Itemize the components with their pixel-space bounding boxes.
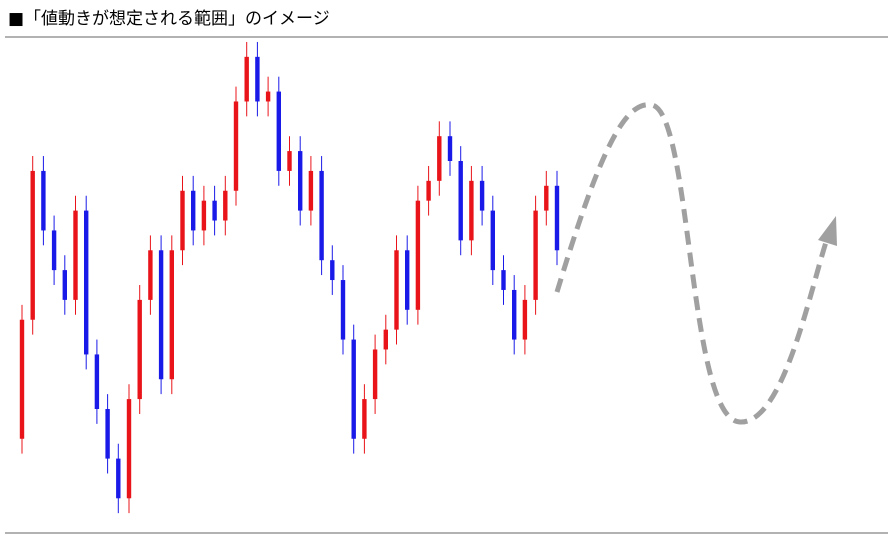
arrow-head bbox=[818, 216, 837, 246]
candle-body bbox=[62, 270, 67, 300]
candle-body bbox=[426, 180, 431, 201]
candle-body bbox=[94, 354, 100, 409]
candle-body bbox=[19, 319, 25, 439]
candle-body bbox=[137, 299, 142, 400]
candle-body bbox=[212, 200, 217, 221]
candle-body bbox=[501, 270, 506, 290]
candle-body bbox=[41, 170, 46, 231]
candle-body bbox=[394, 250, 399, 330]
candle-body bbox=[469, 180, 474, 241]
candle-body bbox=[84, 210, 89, 355]
candle-body bbox=[351, 339, 356, 439]
candle-body bbox=[180, 190, 185, 251]
candle-body bbox=[255, 56, 260, 102]
candle-body bbox=[383, 329, 388, 350]
candle-body bbox=[544, 185, 549, 211]
candle-body bbox=[148, 250, 153, 300]
candle-body bbox=[458, 161, 463, 241]
candle-body bbox=[447, 136, 453, 161]
candle-body bbox=[308, 170, 314, 211]
candle-body bbox=[340, 280, 346, 340]
candle-body bbox=[244, 56, 249, 102]
candle-body bbox=[298, 151, 303, 211]
candle-body bbox=[30, 170, 35, 320]
candle-body bbox=[233, 101, 239, 191]
candle-body bbox=[126, 399, 132, 499]
candle-body bbox=[362, 399, 367, 439]
candle-body bbox=[191, 190, 196, 231]
candle-body bbox=[490, 210, 495, 271]
candle-body bbox=[287, 151, 292, 171]
candle-body bbox=[522, 299, 528, 340]
candle-body bbox=[319, 170, 324, 261]
candle-body bbox=[73, 210, 78, 300]
candle-body bbox=[51, 230, 57, 271]
candle-body bbox=[276, 91, 281, 171]
candle-body bbox=[437, 136, 442, 181]
candle-body bbox=[265, 91, 271, 102]
candle-body bbox=[158, 250, 164, 380]
candle-body bbox=[512, 289, 517, 340]
chart-title: ■「値動きが想定される範囲」のイメージ bbox=[8, 9, 330, 29]
candle-body bbox=[105, 409, 110, 459]
candle-body bbox=[169, 250, 174, 380]
candle-body bbox=[201, 200, 207, 231]
candle-body bbox=[554, 185, 560, 251]
candle-body bbox=[372, 349, 378, 400]
candle-body bbox=[533, 210, 538, 300]
candle-body bbox=[330, 260, 335, 281]
candle-body bbox=[479, 180, 485, 211]
candle-body bbox=[405, 250, 410, 310]
candle-body bbox=[116, 458, 121, 499]
candle-body bbox=[223, 190, 228, 221]
candle-body bbox=[415, 200, 421, 310]
forecast-arrow bbox=[554, 102, 829, 425]
